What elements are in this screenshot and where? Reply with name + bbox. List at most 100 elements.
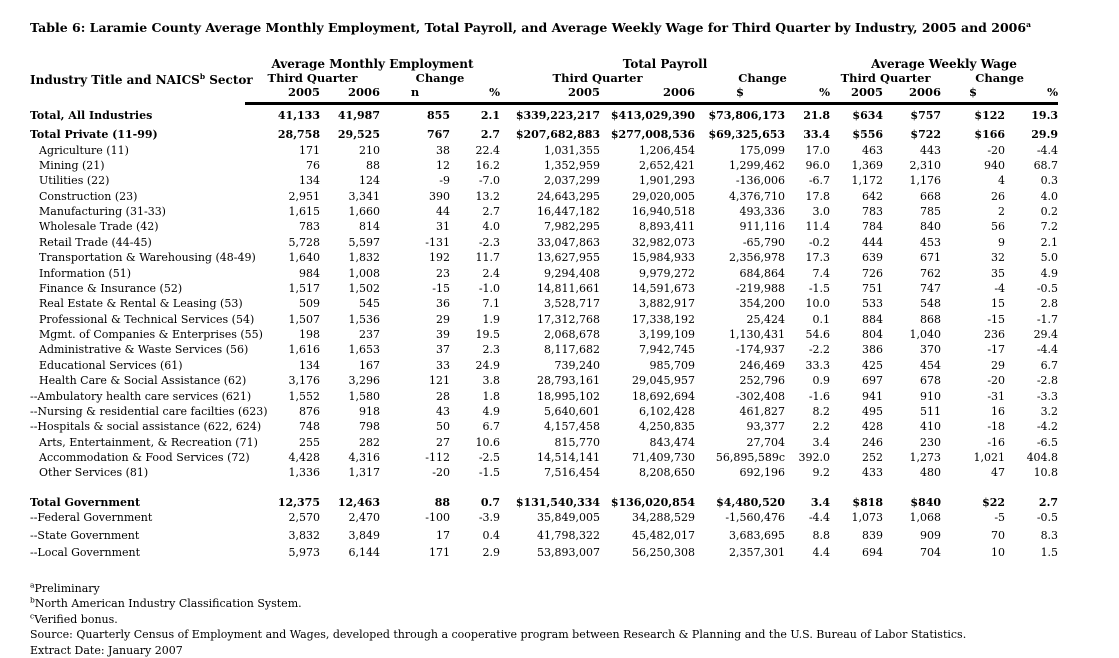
- cell-value: $136,020,854: [610, 495, 696, 509]
- cell-value: 3,849: [348, 528, 381, 542]
- cell-value: 54.6: [805, 328, 831, 342]
- industry-label: Total, All Industries: [30, 109, 153, 122]
- cell-value: 1,299,462: [729, 158, 786, 172]
- cell-value: 390: [429, 189, 450, 203]
- cell-value: 454: [920, 358, 942, 372]
- footnote-text: Extract Date: January 2007: [30, 643, 183, 657]
- cell-value: $277,008,536: [610, 128, 696, 142]
- cell-value: 4,157,458: [544, 420, 601, 434]
- cell-value: 198: [299, 328, 320, 342]
- footnote: aPreliminary: [30, 581, 1095, 597]
- cell-value: 2.7: [1038, 495, 1059, 509]
- cell-value: 548: [920, 297, 942, 311]
- cell-value: 762: [920, 266, 942, 280]
- table-row: Information (51) 984 1,008 23 2.4 9,294,408 9,…: [30, 265, 1058, 280]
- cell-value: 252,796: [739, 374, 786, 388]
- industry-label: Agriculture (11): [39, 143, 129, 157]
- cell-value: -6.7: [808, 174, 831, 188]
- cell-value: -3.9: [478, 511, 501, 524]
- cell-value: $840: [910, 495, 942, 509]
- table-title-text: Table 6: Laramie County Average Monthly …: [30, 20, 1027, 35]
- table-row: Administrative & Waste Services (56) 1,61…: [30, 342, 1058, 357]
- industry-label: Mining (21): [39, 158, 105, 172]
- table-row: Construction (23) 2,951 3,341 390 13.2 24,643…: [30, 189, 1058, 204]
- cell-value: $634: [852, 109, 884, 122]
- industry-label: --Local Government: [30, 546, 141, 560]
- col-header: 2006: [600, 85, 696, 105]
- cell-value: 3,341: [348, 189, 381, 203]
- cell-value: -0.5: [1036, 511, 1059, 524]
- cell-value: 13,627,955: [537, 251, 601, 265]
- cell-value: -136,006: [735, 174, 786, 188]
- cell-value: 4,376,710: [729, 189, 786, 203]
- cell-value: 17,338,192: [632, 312, 696, 326]
- cell-value: 32: [991, 251, 1006, 265]
- industry-label: Construction (23): [39, 189, 138, 203]
- cell-value: 134: [299, 358, 320, 372]
- cell-value: 3.8: [482, 374, 501, 388]
- industry-label: Utilities (22): [39, 174, 110, 188]
- cell-value: 1,653: [348, 343, 381, 357]
- cell-value: 5,597: [348, 235, 381, 249]
- cell-value: 1,073: [851, 511, 884, 524]
- table-row: --State Government 3,832 3,849 17 0.4 41,798,…: [30, 525, 1058, 543]
- cell-value: 28: [436, 389, 450, 403]
- cell-value: 56,895,589c: [715, 451, 786, 465]
- cell-value: -4.4: [808, 511, 831, 524]
- cell-value: 839: [862, 528, 884, 542]
- cell-value: 22.4: [475, 143, 501, 157]
- cell-value: 2: [998, 205, 1006, 219]
- cell-value: 38: [436, 143, 450, 157]
- cell-value: 739,240: [554, 358, 601, 372]
- cell-value: 7.1: [482, 297, 501, 311]
- footnote-text: North American Industry Classification S…: [34, 597, 302, 611]
- cell-value: -2.3: [478, 235, 501, 249]
- cell-value: 44: [436, 205, 450, 219]
- footnote-text: Verified bonus.: [34, 612, 118, 626]
- subheader-change: Change: [975, 71, 1024, 85]
- footnote: cVerified bonus.: [30, 612, 1095, 628]
- cell-value: 41,133: [277, 109, 320, 122]
- cell-value: 918: [359, 404, 380, 418]
- cell-value: -4.2: [1036, 420, 1059, 434]
- cell-value: 9,979,272: [639, 266, 696, 280]
- subheader-change: Change: [738, 71, 787, 85]
- cell-value: 2.2: [812, 420, 831, 434]
- cell-value: 29.4: [1033, 328, 1059, 342]
- cell-value: 668: [920, 189, 942, 203]
- cell-value: $166: [974, 128, 1006, 142]
- cell-value: 121: [429, 374, 450, 388]
- cell-value: 910: [920, 389, 942, 403]
- cell-value: 53,893,007: [537, 546, 601, 560]
- cell-value: 509: [299, 297, 320, 311]
- cell-value: 93,377: [746, 420, 786, 434]
- cell-value: 1,640: [288, 251, 321, 265]
- cell-value: 463: [862, 143, 884, 157]
- cell-value: 36: [436, 297, 450, 311]
- cell-value: 0.9: [812, 374, 831, 388]
- cell-value: 14,591,673: [632, 281, 696, 295]
- cell-value: 3.4: [810, 495, 831, 509]
- cell-value: 1,517: [288, 281, 321, 295]
- cell-value: -4.4: [1036, 343, 1059, 357]
- cell-value: 134: [299, 174, 320, 188]
- cell-value: -31: [987, 389, 1006, 403]
- cell-value: 0.7: [480, 495, 501, 509]
- cell-value: $339,223,217: [515, 109, 601, 122]
- cell-value: 8.8: [812, 528, 831, 542]
- cell-value: 726: [862, 266, 884, 280]
- cell-value: 11.4: [805, 220, 831, 234]
- cell-value: 10.8: [1033, 466, 1059, 480]
- cell-value: 386: [862, 343, 884, 357]
- cell-value: 31: [436, 220, 450, 234]
- table-row: --Nursing & residential care facilties (…: [30, 404, 1058, 419]
- cell-value: 5,640,601: [544, 404, 601, 418]
- cell-value: 29,525: [337, 128, 380, 142]
- col-header: 2005: [830, 85, 884, 105]
- cell-value: 2.1: [480, 109, 501, 122]
- cell-value: -1.5: [478, 466, 501, 480]
- cell-value: 2,652,421: [639, 158, 696, 172]
- cell-value: -174,937: [735, 343, 786, 357]
- industry-label: Wholesale Trade (42): [39, 220, 159, 234]
- cell-value: 694: [862, 546, 884, 560]
